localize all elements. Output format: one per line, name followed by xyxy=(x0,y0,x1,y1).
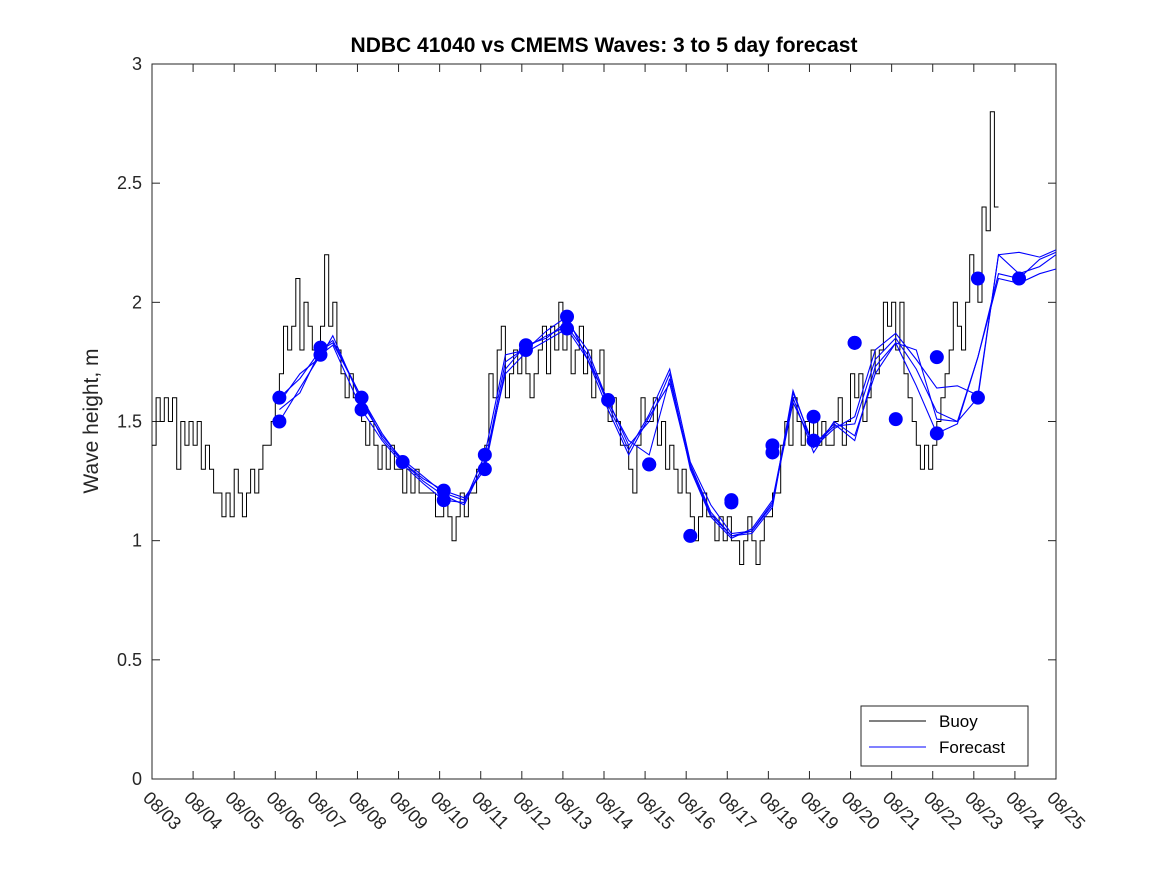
forecast-marker xyxy=(847,335,862,350)
forecast-marker xyxy=(929,350,944,365)
y-axis-label: Wave height, m xyxy=(80,348,103,493)
forecast-markers xyxy=(272,271,1027,543)
forecast-marker xyxy=(683,528,698,543)
forecast-marker xyxy=(518,338,533,353)
forecast-line-2 xyxy=(278,251,1057,539)
y-tick-label: 0.5 xyxy=(117,650,142,670)
y-tick-label: 0 xyxy=(132,769,142,789)
forecast-marker xyxy=(929,426,944,441)
legend-box xyxy=(860,705,1029,767)
forecast-marker xyxy=(806,433,821,448)
forecast-marker xyxy=(765,445,780,460)
forecast-marker xyxy=(477,462,492,477)
forecast-marker xyxy=(1012,271,1027,286)
forecast-line-3 xyxy=(278,249,1057,535)
forecast-marker xyxy=(395,455,410,470)
forecast-marker xyxy=(477,447,492,462)
forecast-line-1 xyxy=(279,253,1057,537)
forecast-marker xyxy=(354,402,369,417)
forecast-marker xyxy=(806,409,821,424)
forecast-marker xyxy=(272,390,287,405)
legend: Buoy Forecast xyxy=(860,705,1029,767)
forecast-marker xyxy=(642,457,657,472)
forecast-marker xyxy=(724,493,739,508)
legend-buoy-label: Buoy xyxy=(939,712,978,731)
y-tick-label: 1 xyxy=(132,531,142,551)
forecast-marker xyxy=(970,271,985,286)
forecast-marker xyxy=(601,393,616,408)
legend-forecast-label: Forecast xyxy=(939,738,1005,757)
forecast-marker xyxy=(272,414,287,429)
forecast-marker xyxy=(560,309,575,324)
forecast-marker xyxy=(560,321,575,336)
forecast-marker xyxy=(313,347,328,362)
forecast-marker xyxy=(436,493,451,508)
y-tick-label: 1.5 xyxy=(117,412,142,432)
y-tick-label: 2 xyxy=(132,292,142,312)
y-tick-label: 3 xyxy=(132,54,142,74)
forecast-line-4 xyxy=(279,268,1057,537)
chart-title: NDBC 41040 vs CMEMS Waves: 3 to 5 day fo… xyxy=(351,34,858,57)
forecast-marker xyxy=(354,390,369,405)
forecast-marker xyxy=(888,412,903,427)
y-tick-label: 2.5 xyxy=(117,173,142,193)
forecast-marker xyxy=(970,390,985,405)
forecast-series xyxy=(278,249,1057,539)
